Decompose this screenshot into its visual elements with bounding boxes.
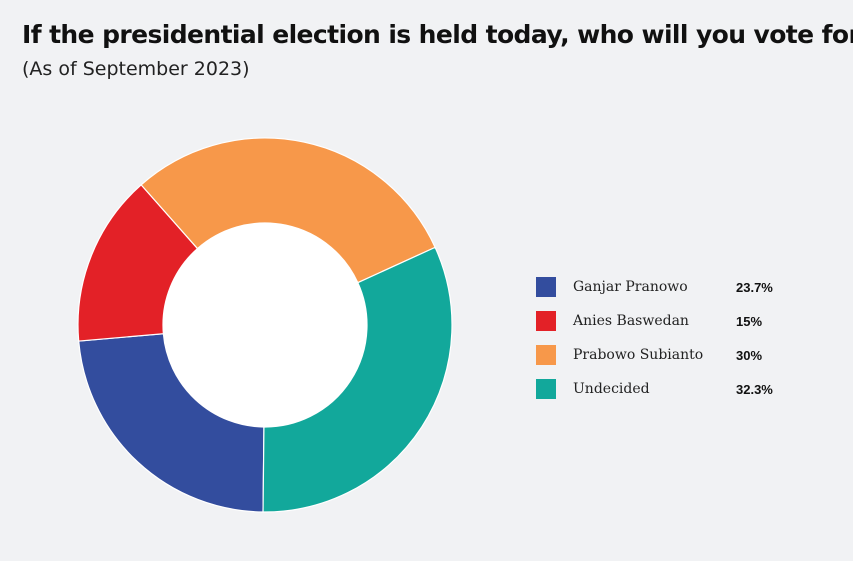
legend-label: Prabowo Subianto <box>573 347 704 363</box>
donut-hole <box>163 223 367 427</box>
legend-item-prabowo-subianto: Prabowo Subianto 30% <box>536 338 796 372</box>
chart-subtitle: (As of September 2023) <box>22 58 250 80</box>
legend-value: 32.3% <box>736 381 773 397</box>
legend-value: 15% <box>736 313 763 329</box>
chart-title: If the presidential election is held tod… <box>22 20 853 49</box>
legend-swatch <box>536 311 556 331</box>
legend-swatch <box>536 345 556 365</box>
legend-label: Anies Baswedan <box>573 313 689 329</box>
legend-value: 23.7% <box>736 279 773 295</box>
legend-item-undecided: Undecided 32.3% <box>536 372 796 406</box>
chart-legend: Ganjar Pranowo 23.7% Anies Baswedan 15% … <box>536 270 796 406</box>
legend-swatch <box>536 379 556 399</box>
legend-item-ganjar-pranowo: Ganjar Pranowo 23.7% <box>536 270 796 304</box>
legend-label: Undecided <box>573 381 650 397</box>
legend-value: 30% <box>736 347 763 363</box>
legend-item-anies-baswedan: Anies Baswedan 15% <box>536 304 796 338</box>
legend-label: Ganjar Pranowo <box>573 279 688 295</box>
legend-swatch <box>536 277 556 297</box>
